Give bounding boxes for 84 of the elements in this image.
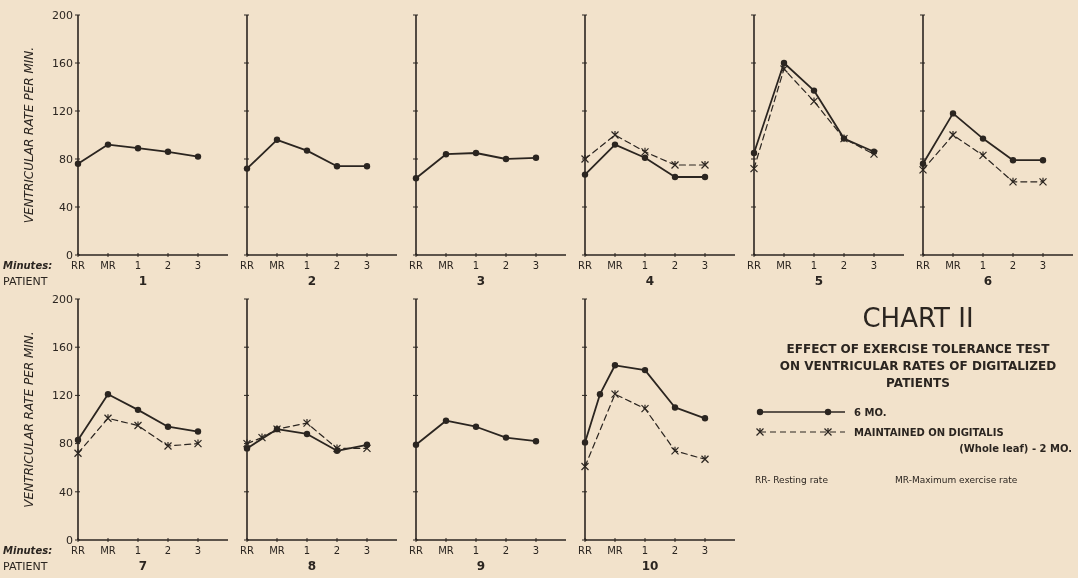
x-tick-label: RR	[409, 260, 423, 271]
x-tick-label: MR	[438, 545, 454, 556]
text: MR-Maximum exercise rate	[895, 475, 1018, 485]
x-tick-label: 2	[671, 260, 679, 271]
legend-label: MAINTAINED ON DIGITALIS (Whole leaf) - 2 MO.	[854, 426, 1072, 454]
x-tick-label: MR	[945, 260, 961, 271]
y-tick-label: 40	[59, 200, 73, 214]
text: RR- Resting rate	[755, 475, 829, 485]
x-tick-label: 1	[641, 260, 649, 271]
y-tick-label: 80	[59, 437, 73, 451]
x-tick-label: 2	[333, 545, 341, 556]
x-tick-label: MR	[607, 260, 623, 271]
y-axis-title: VENTRICULAR RATE PER MIN.	[22, 331, 36, 508]
x-tick-label: 3	[194, 545, 202, 556]
y-tick-label: 80	[59, 152, 73, 166]
x-axis-title: 5	[814, 274, 824, 288]
y-tick-label: 160	[52, 56, 73, 70]
text: Minutes:	[3, 260, 53, 271]
x-tick-label: 2	[164, 260, 172, 271]
x-tick-label: MR	[269, 545, 285, 556]
text: PATIENT	[3, 560, 48, 573]
x-tick-label: 3	[532, 545, 540, 556]
x-tick-label: 1	[134, 545, 142, 556]
x-axis-title: 6	[983, 274, 993, 288]
x-tick-label: 1	[641, 545, 649, 556]
text: PATIENT	[3, 275, 48, 288]
x-tick-label: 2	[333, 260, 341, 271]
x-tick-label: 3	[532, 260, 540, 271]
x-tick-label: 3	[363, 545, 371, 556]
x-axis-title: 9	[476, 559, 486, 573]
y-tick-label: 120	[52, 104, 73, 118]
x-tick-label: MR	[269, 260, 285, 271]
x-tick-label: 1	[303, 545, 311, 556]
x-tick-label: MR	[438, 260, 454, 271]
x-tick-label: RR	[916, 260, 930, 271]
x-tick-label: 2	[1009, 260, 1017, 271]
x-tick-label: RR	[71, 260, 85, 271]
x-tick-label: 1	[979, 260, 987, 271]
x-tick-label: RR	[71, 545, 85, 556]
x-axis-title: 3	[476, 274, 486, 288]
x-axis-title: 4	[645, 274, 655, 288]
x-axis-title: 2	[307, 274, 317, 288]
x-tick-label: RR	[240, 545, 254, 556]
x-tick-label: RR	[578, 260, 592, 271]
x-tick-label: 3	[1039, 260, 1047, 271]
x-axis-title: 10	[641, 559, 659, 573]
x-axis-title: 1	[138, 274, 148, 288]
x-axis-title: 8	[307, 559, 317, 573]
y-tick-label: 160	[52, 341, 73, 355]
x-tick-label: 2	[840, 260, 848, 271]
y-tick-label: 0	[66, 533, 73, 547]
text: EFFECT OF EXERCISE TOLERANCE TEST ON VENTRICULAR RATES OF DIGITALIZED PATIENTS	[779, 342, 1057, 390]
x-tick-label: 1	[303, 260, 311, 271]
x-tick-label: MR	[607, 545, 623, 556]
x-tick-label: 3	[701, 545, 709, 556]
y-tick-label: 0	[66, 248, 73, 262]
text: Minutes:	[3, 545, 53, 556]
legend-label: 6 MO.	[854, 406, 887, 418]
y-tick-label: 120	[52, 389, 73, 403]
x-tick-label: 3	[194, 260, 202, 271]
text: CHART II	[862, 303, 974, 333]
x-tick-label: 3	[870, 260, 878, 271]
x-tick-label: RR	[747, 260, 761, 271]
x-tick-label: 2	[671, 545, 679, 556]
x-tick-label: RR	[240, 260, 254, 271]
x-tick-label: 3	[701, 260, 709, 271]
x-tick-label: 1	[134, 260, 142, 271]
x-tick-label: 1	[810, 260, 818, 271]
x-tick-label: RR	[409, 545, 423, 556]
x-tick-label: RR	[578, 545, 592, 556]
x-tick-label: MR	[100, 260, 116, 271]
x-tick-label: 2	[502, 260, 510, 271]
x-tick-label: 2	[502, 545, 510, 556]
x-tick-label: MR	[100, 545, 116, 556]
x-tick-label: 1	[472, 260, 480, 271]
y-tick-label: 40	[59, 485, 73, 499]
x-tick-label: 3	[363, 260, 371, 271]
x-tick-label: MR	[776, 260, 792, 271]
y-tick-label: 200	[52, 8, 73, 22]
x-tick-label: 2	[164, 545, 172, 556]
x-axis-title: 7	[138, 559, 148, 573]
y-axis-title: VENTRICULAR RATE PER MIN.	[22, 46, 36, 224]
y-tick-label: 200	[52, 292, 73, 306]
x-tick-label: 1	[472, 545, 480, 556]
